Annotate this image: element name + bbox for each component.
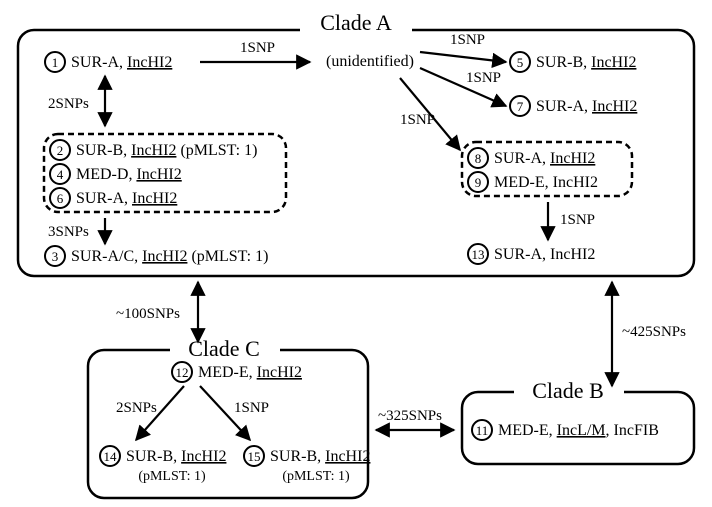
edge-label-eunid_5: 1SNP — [450, 32, 485, 48]
node-label: SUR-B, IncHI2 — [126, 448, 226, 465]
inc-label: IncHI2 — [136, 166, 181, 183]
sur-label: MED-E, — [498, 422, 557, 439]
node-2: 2 SUR-B, IncHI2 (pMLST: 1) — [50, 140, 257, 160]
node-label: SUR-A/C, IncHI2 (pMLST: 1) — [71, 248, 268, 265]
inc-label: IncHI2 — [131, 142, 176, 159]
node-label: SUR-B, IncHI2 — [270, 448, 370, 465]
node-label: SUR-B, IncHI2 — [536, 54, 636, 71]
node-label: MED-E, IncHI2 — [494, 174, 598, 191]
sur-label: SUR-B, — [536, 54, 591, 71]
inc-label: IncHI2 — [132, 190, 177, 207]
node-15: 15 SUR-B, IncHI2 — [244, 446, 370, 466]
sur-label: SUR-B, — [270, 448, 325, 465]
unidentified-label: (unidentified) — [326, 53, 414, 70]
sur-label: SUR-A, — [76, 190, 132, 207]
sur-label: SUR-A/C, — [71, 248, 142, 265]
node-number: 14 — [104, 449, 118, 464]
node-label: MED-D, IncHI2 — [76, 166, 182, 183]
clade-a-title: Clade A — [320, 10, 392, 35]
sur-label: SUR-A, — [71, 54, 127, 71]
clade-b-title: Clade B — [532, 378, 604, 403]
node-label: SUR-A, IncHI2 — [536, 98, 637, 115]
node-3: 3 SUR-A/C, IncHI2 (pMLST: 1) — [45, 246, 268, 266]
node-number: 5 — [517, 55, 524, 70]
node-6: 6 SUR-A, IncHI2 — [50, 188, 177, 208]
node-13: 13 SUR-A, IncHI2 — [468, 244, 595, 264]
diagram-canvas: Clade A Clade C Clade B (unidentified) 1… — [0, 0, 712, 507]
edge-label-e89_13: 1SNP — [560, 212, 595, 228]
node-number: 3 — [52, 249, 59, 264]
node-number: 11 — [476, 423, 489, 438]
sur-label: SUR-B, — [76, 142, 131, 159]
inc-label: IncHI2 — [550, 246, 595, 263]
sur-label: SUR-A, — [494, 150, 550, 167]
node-11: 11 MED-E, IncL/M, IncFIB — [472, 420, 659, 440]
node-label: SUR-A, IncHI2 — [494, 150, 595, 167]
node-label: SUR-A, IncHI2 — [494, 246, 595, 263]
inc-label: IncHI2 — [257, 364, 302, 381]
node-5: 5 SUR-B, IncHI2 — [510, 52, 636, 72]
node-8: 8 SUR-A, IncHI2 — [468, 148, 595, 168]
inc-label: IncHI2 — [553, 174, 598, 191]
inc-extra: IncFIB — [614, 422, 659, 439]
node-number: 7 — [517, 99, 524, 114]
inc-label: IncHI2 — [142, 248, 187, 265]
sur-label: SUR-A, — [536, 98, 592, 115]
inc-label: IncHI2 — [550, 150, 595, 167]
pmlst-label: (pMLST: 1) — [187, 248, 268, 265]
inc-label: IncHI2 — [325, 448, 370, 465]
node-number: 15 — [248, 449, 261, 464]
node-1: 1 SUR-A, IncHI2 — [45, 52, 172, 72]
sur-label: MED-D, — [76, 166, 136, 183]
edge-label-e246_3: 3SNPs — [48, 224, 89, 240]
node-7: 7 SUR-A, IncHI2 — [510, 96, 637, 116]
edge-eunid_5 — [420, 52, 506, 62]
node-number: 6 — [57, 191, 64, 206]
node-label: MED-E, IncHI2 — [198, 364, 302, 381]
edge-label-e1_unid: 1SNP — [240, 40, 275, 56]
inc-label: IncHI2 — [592, 98, 637, 115]
node-label: SUR-A, IncHI2 — [71, 54, 172, 71]
node-label: SUR-B, IncHI2 (pMLST: 1) — [76, 142, 257, 159]
pmlst-label: (pMLST: 1) — [176, 142, 257, 159]
node-number: 12 — [176, 365, 189, 380]
sur-label: MED-E, — [494, 174, 553, 191]
inc-label: IncHI2 — [181, 448, 226, 465]
edge-label-eA_C: ~100SNPs — [116, 306, 180, 322]
node-12: 12 MED-E, IncHI2 — [172, 362, 302, 382]
sur-label: SUR-A, — [494, 246, 550, 263]
node-14: 14 SUR-B, IncHI2 — [100, 446, 226, 466]
node-9: 9 MED-E, IncHI2 — [468, 172, 598, 192]
node-label: MED-E, IncL/M, IncFIB — [498, 422, 659, 439]
edge-label-eunid_89: 1SNP — [400, 112, 435, 128]
edge-label-e12_14: 2SNPs — [116, 400, 157, 416]
sur-label: MED-E, — [198, 364, 257, 381]
sur-label: SUR-B, — [126, 448, 181, 465]
inc-label: IncL/M — [557, 422, 606, 439]
pmlst-sub-1: (pMLST: 1) — [138, 469, 206, 484]
node-label: SUR-A, IncHI2 — [76, 190, 177, 207]
node-number: 1 — [52, 55, 59, 70]
edge-label-e12_15: 1SNP — [234, 400, 269, 416]
nodes: 1 SUR-A, IncHI2 5 SUR-B, IncHI2 7 SUR-A, IncH… — [45, 52, 659, 484]
node-number: 4 — [57, 167, 64, 182]
node-number: 9 — [475, 175, 482, 190]
node-4: 4 MED-D, IncHI2 — [50, 164, 182, 184]
edge-label-e1_246: 2SNPs — [48, 96, 89, 112]
node-number: 8 — [475, 151, 482, 166]
inc-label: IncHI2 — [127, 54, 172, 71]
edge-label-eA_B: ~425SNPs — [622, 324, 686, 340]
edge-label-eC_B: ~325SNPs — [378, 408, 442, 424]
inc-label: IncHI2 — [591, 54, 636, 71]
node-number: 13 — [472, 247, 485, 262]
pmlst-sub-2: (pMLST: 1) — [282, 469, 350, 484]
edge-label-eunid_7: 1SNP — [466, 70, 501, 86]
node-number: 2 — [57, 143, 64, 158]
